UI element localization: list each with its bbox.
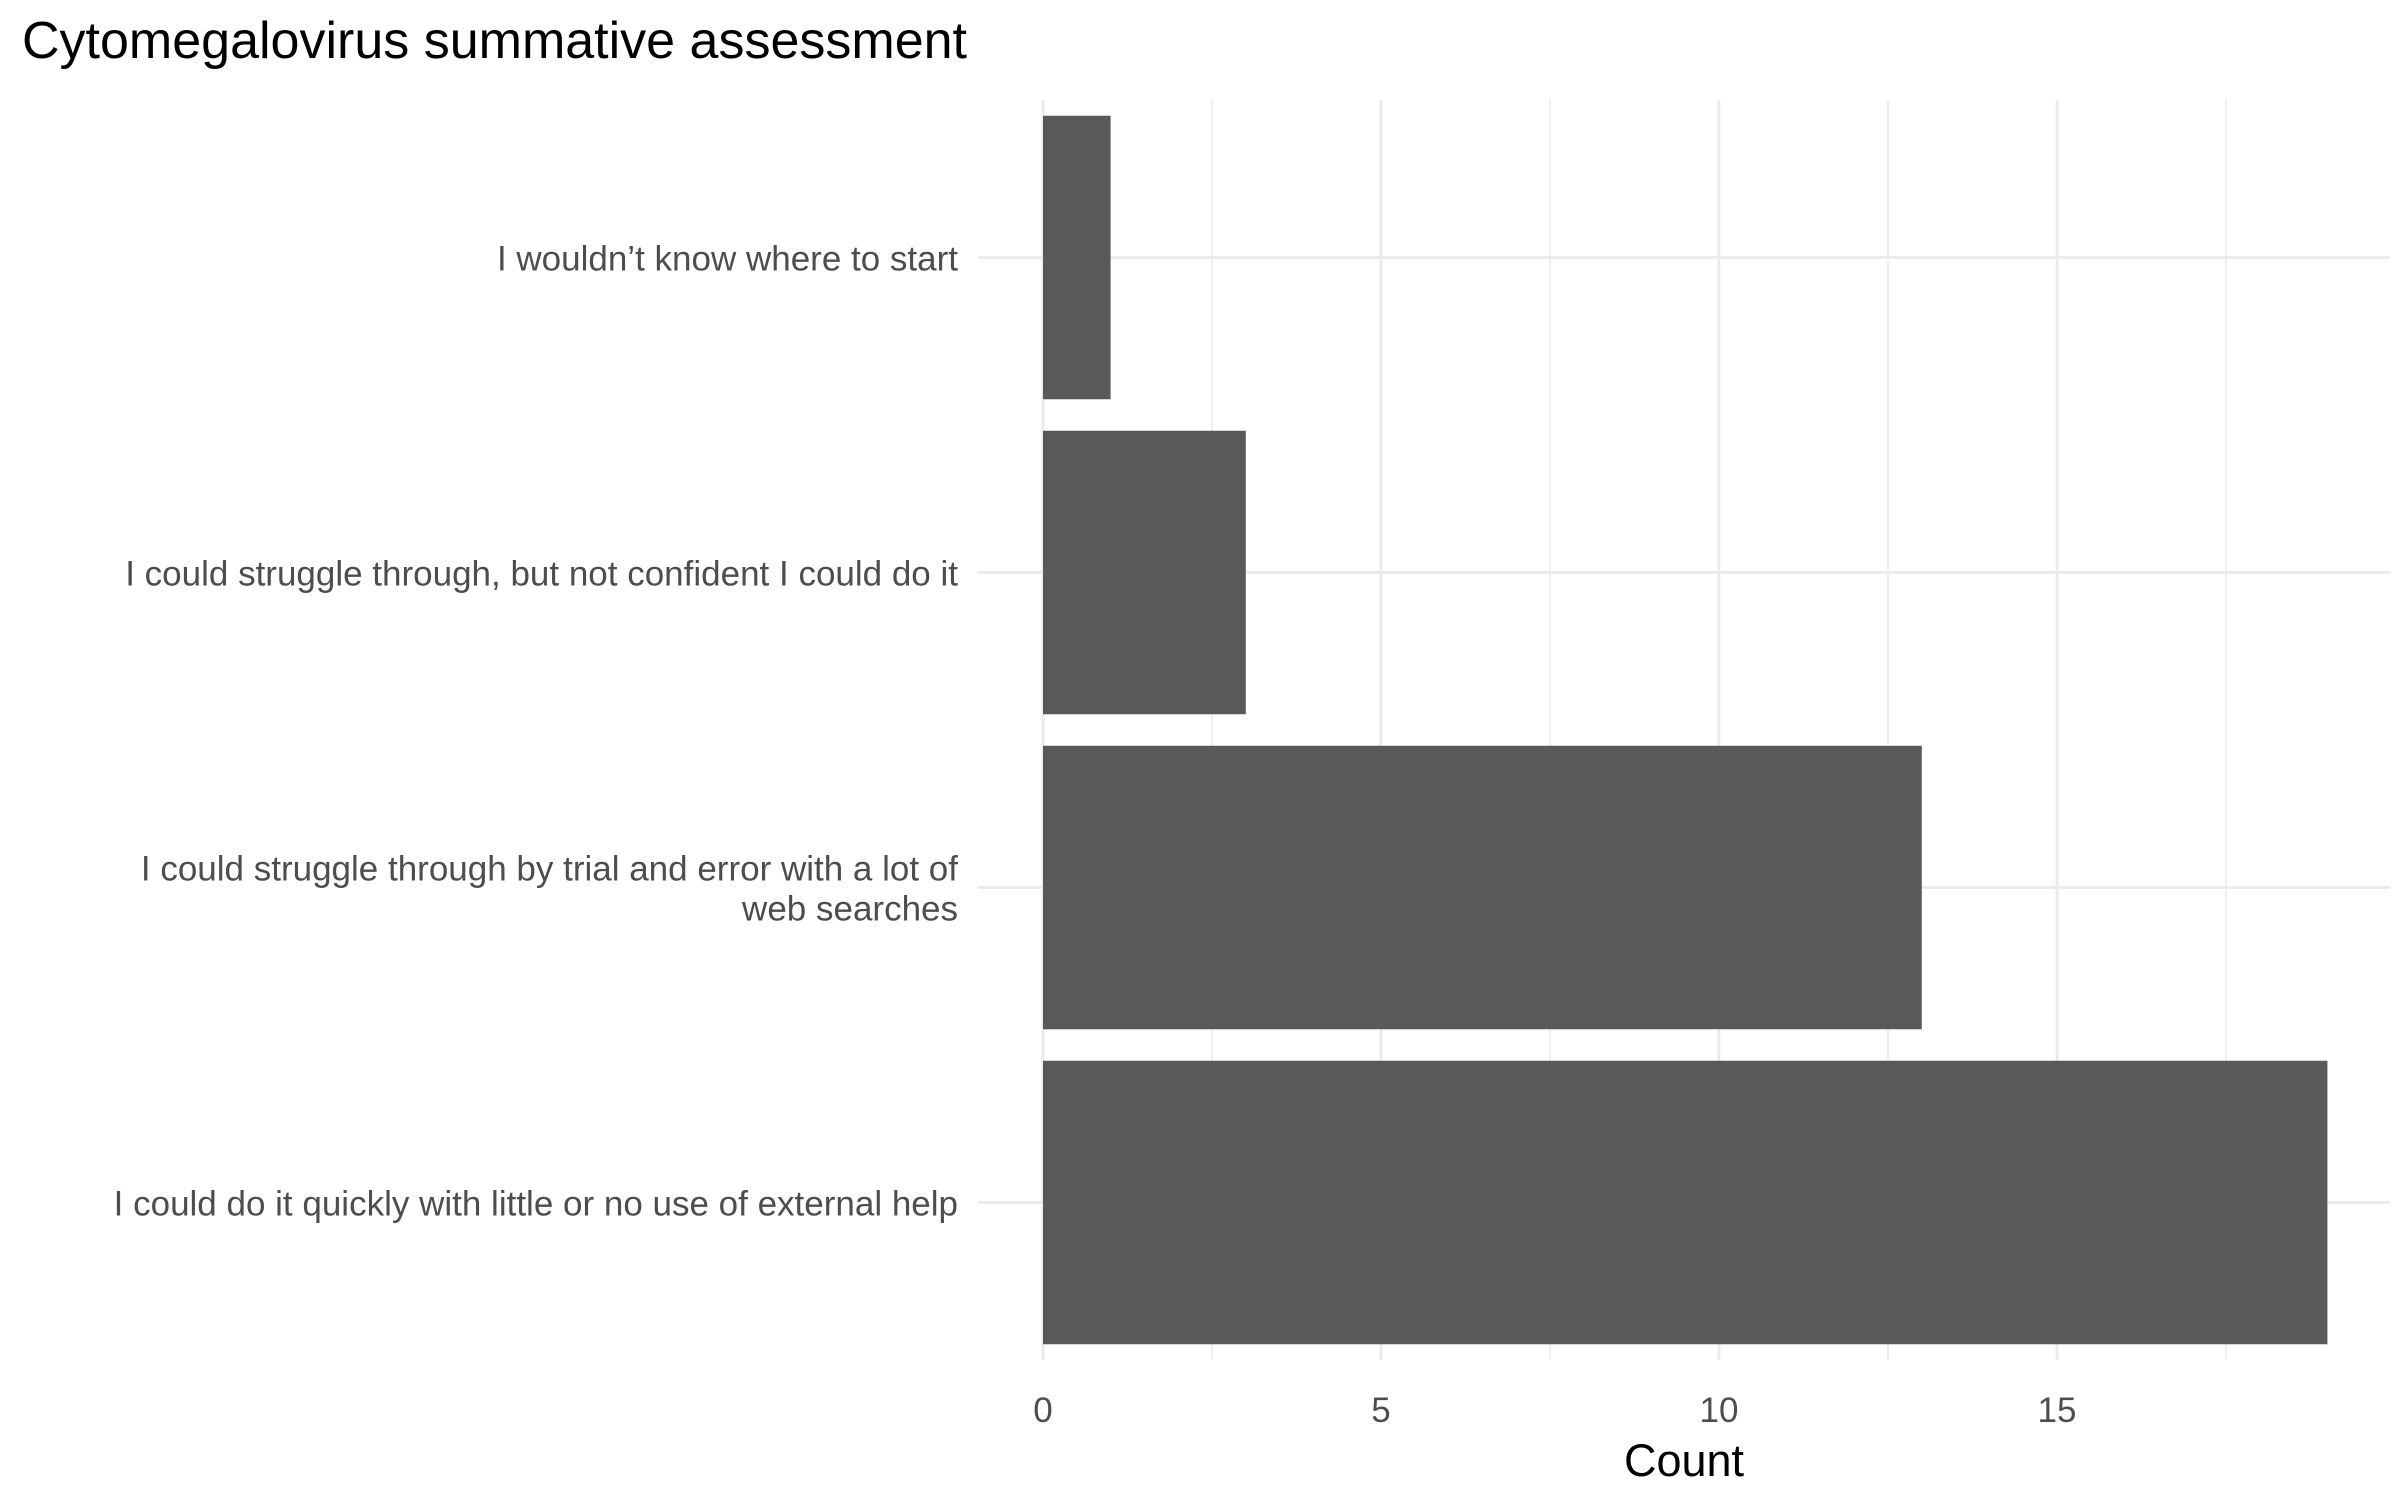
category-label: I could struggle through, but not confid…	[125, 555, 958, 594]
bar	[1043, 1060, 2328, 1345]
chart-title: Cytomegalovirus summative assessment	[22, 12, 968, 70]
x-axis-title: Count	[1624, 1435, 1745, 1486]
category-labels: I wouldn’t know where to start I could st…	[114, 240, 959, 1224]
bar	[1043, 115, 1111, 400]
bars	[1043, 115, 2328, 1345]
category-label: I could do it quickly with little or no …	[114, 1185, 958, 1224]
bar	[1043, 745, 1922, 1030]
category-label: I wouldn’t know where to start	[497, 240, 958, 279]
x-tick-labels: 0 5 10 15	[1033, 1391, 2076, 1430]
category-label: web searches	[741, 890, 958, 929]
category-label: I could struggle through by trial and er…	[141, 850, 958, 889]
x-tick-label: 0	[1033, 1391, 1052, 1430]
x-tick-label: 10	[1700, 1391, 1739, 1430]
bar	[1043, 430, 1246, 715]
x-tick-label: 5	[1371, 1391, 1390, 1430]
x-tick-label: 15	[2038, 1391, 2077, 1430]
